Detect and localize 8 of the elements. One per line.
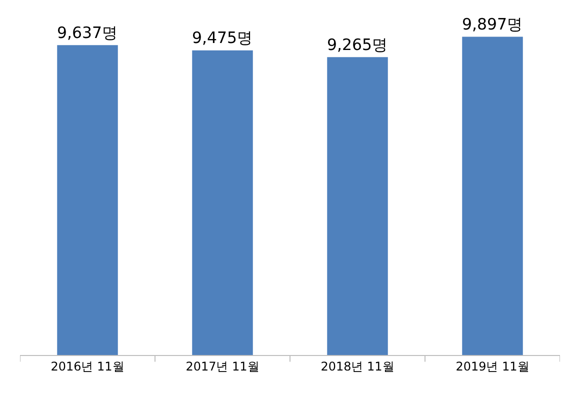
data-label: 9,897명 — [462, 14, 524, 34]
data-label: 9,637명 — [57, 22, 118, 42]
data-label: 9,475명 — [192, 28, 254, 48]
x-tick-label: 2016년 11월 — [50, 359, 124, 374]
x-tick-label: 2019년 11월 — [456, 359, 530, 374]
x-tick-label: 2017년 11월 — [186, 359, 260, 374]
x-tick-label: 2018년 11월 — [320, 359, 394, 374]
data-label: 9,265명 — [327, 34, 388, 54]
